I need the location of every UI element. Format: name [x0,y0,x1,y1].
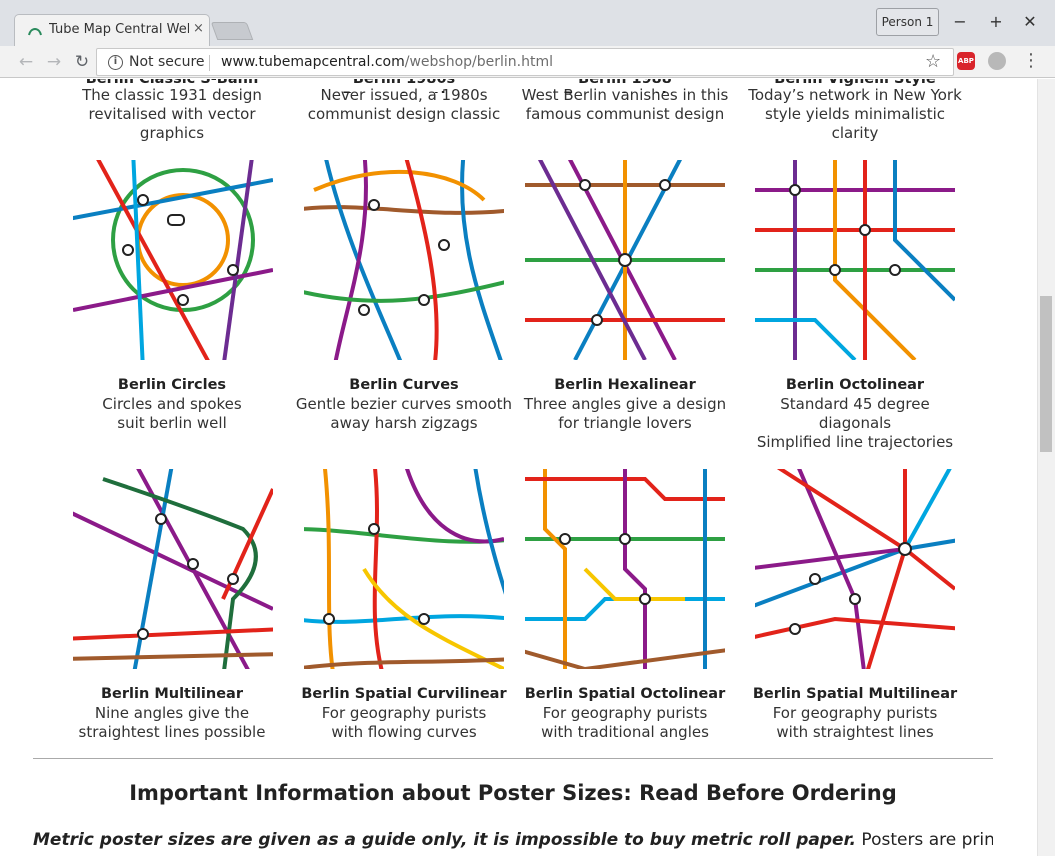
browser-toolbar: ← → ↻ i Not secure www.tubemapcentral.co… [0,46,1055,78]
map-thumbnail-hexalinear[interactable] [525,160,725,360]
product-card-berlin-circles[interactable]: Berlin Circles Circles and spokes suit b… [62,376,282,433]
product-desc-line2: suit berlin well [117,414,227,432]
back-arrow-icon[interactable]: ← [18,52,34,72]
product-desc-line1: For geography purists [542,704,708,722]
product-card-berlin-spatial-curvilinear[interactable]: Berlin Spatial Curvilinear For geography… [294,685,514,742]
product-card-berlin-hexalinear[interactable]: Berlin Hexalinear Three angles give a de… [515,376,735,433]
product-desc-line2: with straightest lines [776,723,934,741]
product-name[interactable]: Berlin Multilinear [100,686,243,702]
product-card-berlin-spatial-multilinear[interactable]: Berlin Spatial Multilinear For geography… [745,685,965,742]
product-desc-line1: Standard 45 degree diagonals [780,395,930,432]
poster-size-heading: Important Information about Poster Sizes… [129,781,897,805]
product-desc-line1: West Berlin vanishes in this [521,86,729,104]
product-name-clipped: Berlin 1988 Reconstruction [563,79,687,93]
product-desc-line2: straightest lines possible [78,723,266,741]
product-desc-line2: away harsh zigzags [330,414,478,432]
product-name[interactable]: Berlin Circles [117,377,227,393]
product-name-clipped: Berlin Classic S-Bahn [85,79,259,87]
close-window-icon[interactable]: ✕ [1023,12,1037,31]
omnibox-divider [209,55,210,71]
new-tab-button[interactable] [210,22,254,40]
section-divider [33,758,993,759]
url-host: www.tubemapcentral.com [221,54,405,70]
adblock-plus-icon[interactable]: ABP [957,52,975,70]
map-image [73,160,273,360]
product-desc-line2: style yields minimalistic clarity [765,105,945,142]
map-thumbnail-multilinear[interactable] [73,469,273,669]
product-name[interactable]: Berlin Octolinear [785,377,925,393]
product-name[interactable]: Berlin Spatial Curvilinear [301,686,507,702]
minimize-icon[interactable]: − [953,12,967,31]
product-desc-line1: Today’s network in New York [748,86,962,104]
product-desc-line1: Never issued, a 1980s [320,86,488,104]
product-desc-line2: with traditional angles [541,723,709,741]
product-desc-line1: For geography purists [772,704,938,722]
product-desc-line1: Nine angles give the [94,704,250,722]
product-desc-line2: with flowing curves [331,723,477,741]
profile-button[interactable]: Person 1 [876,8,939,36]
tab-title: Tube Map Central Web [49,22,189,37]
map-image [304,160,504,360]
product-card-1980s[interactable]: Berlin 1980s Reconstruction Never issued… [294,79,514,124]
product-name[interactable]: Berlin Spatial Octolinear [524,686,726,702]
scrollbar-thumb[interactable] [1040,296,1052,452]
product-desc-line2: revitalised with vector graphics [88,105,256,142]
bookmark-star-icon[interactable]: ☆ [925,51,942,72]
product-desc-line1: Three angles give a design [523,395,727,413]
map-image [525,160,725,360]
map-thumbnail-circles[interactable] [73,160,273,360]
tab-close-icon[interactable]: × [193,21,204,36]
map-image [755,160,955,360]
product-card-berlin-multilinear[interactable]: Berlin Multilinear Nine angles give the … [62,685,282,742]
product-desc-line2: Simplified line trajectories [756,433,954,451]
browser-tab[interactable]: Tube Map Central Web × [14,14,210,46]
product-card-classic[interactable]: Berlin Classic S-Bahn The classic 1931 d… [62,79,282,143]
product-name[interactable]: Berlin Hexalinear [554,377,696,393]
security-label: Not secure [129,54,205,70]
browser-titlebar: Tube Map Central Web × Person 1 − + ✕ [0,0,1055,46]
poster-size-warning: Metric poster sizes are given as a guide… [33,830,857,850]
map-image [304,469,504,669]
info-icon[interactable]: i [108,55,123,70]
map-thumbnail-spatial-multilinear[interactable] [755,469,955,669]
product-card-berlin-curves[interactable]: Berlin Curves Gentle bezier curves smoot… [294,376,514,433]
product-desc-line2: famous communist design [525,105,725,123]
product-desc-line1: For geography purists [321,704,487,722]
product-desc-line1: Gentle bezier curves smooth [295,395,513,413]
product-desc-line1: Circles and spokes [102,395,242,413]
map-image [73,469,273,669]
vertical-scrollbar[interactable] [1037,79,1055,856]
poster-size-continuation: Posters are printed [861,830,993,850]
poster-size-text: Metric poster sizes are given as a guide… [33,830,993,850]
product-desc-line2: communist design classic [307,105,501,123]
page-viewport: Berlin Classic S-Bahn The classic 1931 d… [0,79,1037,856]
product-card-vignelli[interactable]: Berlin Vignelli Style Today’s network in… [745,79,965,143]
map-thumbnail-octolinear[interactable] [755,160,955,360]
maximize-icon[interactable]: + [989,12,1003,31]
product-name-clipped: Berlin Vignelli Style [774,79,936,87]
product-desc-line1: The classic 1931 design [82,86,262,104]
map-image [755,469,955,669]
product-card-berlin-spatial-octolinear[interactable]: Berlin Spatial Octolinear For geography … [515,685,735,742]
map-thumbnail-spatial-octolinear[interactable] [525,469,725,669]
url-text[interactable]: www.tubemapcentral.com/webshop/berlin.ht… [221,54,553,70]
tube-map-favicon-icon [28,28,42,36]
map-image [525,469,725,669]
product-card-berlin-octolinear[interactable]: Berlin Octolinear Standard 45 degree dia… [745,376,965,452]
address-bar[interactable]: i Not secure www.tubemapcentral.com/webs… [96,48,954,76]
map-thumbnail-curves[interactable] [304,160,504,360]
product-card-communist[interactable]: Berlin 1988 Reconstruction West Berlin v… [515,79,735,124]
product-desc-line2: for triangle lovers [558,414,692,432]
forward-arrow-icon[interactable]: → [46,52,62,72]
product-name[interactable]: Berlin Spatial Multilinear [752,686,958,702]
product-name[interactable]: Berlin Curves [349,377,459,393]
reload-icon[interactable]: ↻ [74,52,90,72]
map-thumbnail-spatial-curvilinear[interactable] [304,469,504,669]
url-path: /webshop/berlin.html [404,54,553,70]
product-name-clipped: Berlin 1980s Reconstruction [342,79,466,93]
extension-icon[interactable] [988,52,1006,70]
menu-kebab-icon[interactable]: ⋮ [1022,50,1040,71]
